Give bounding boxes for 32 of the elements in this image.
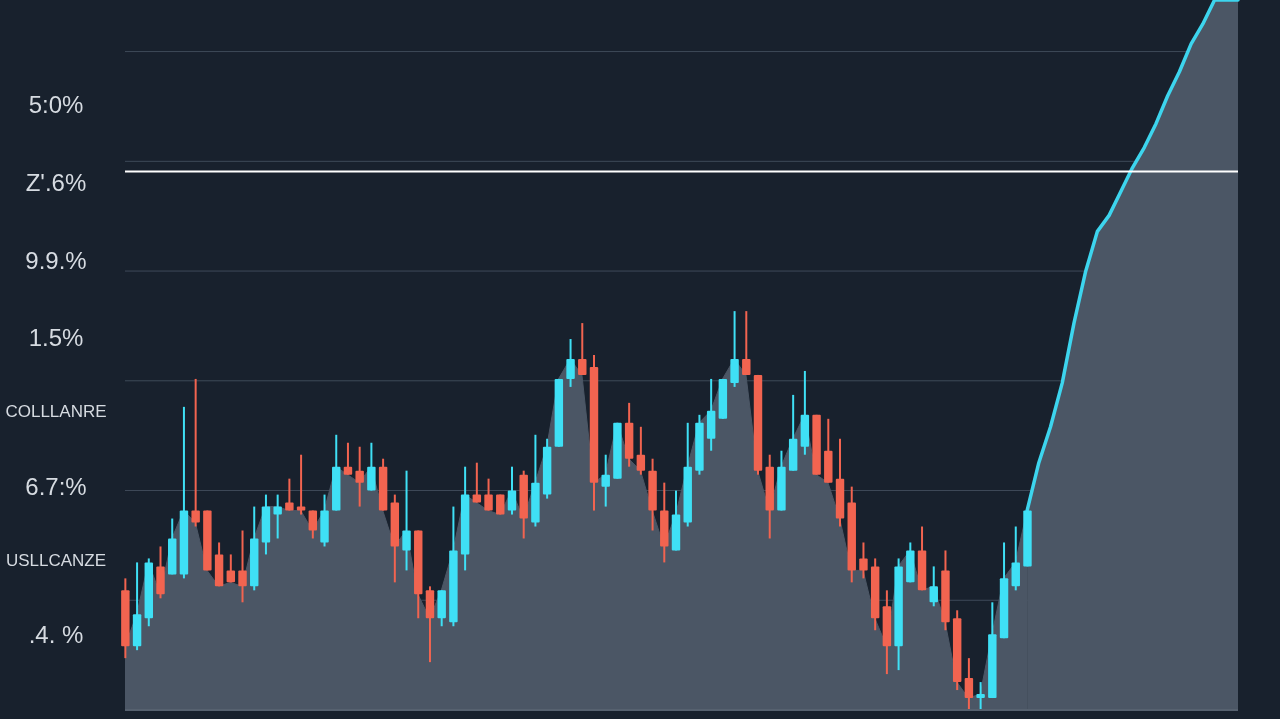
candlestick — [507, 465, 517, 516]
candlestick — [484, 477, 493, 512]
candlestick — [191, 377, 200, 528]
candlestick — [964, 657, 974, 710]
candlestick — [730, 310, 739, 388]
candlestick — [1011, 525, 1020, 592]
candlestick — [578, 322, 587, 376]
candlestick — [308, 509, 318, 540]
candlestick — [355, 445, 364, 508]
candlestick — [636, 425, 646, 476]
text: USLLCANZE — [5, 550, 107, 571]
candlestick — [472, 461, 482, 504]
text: 5:0% — [28, 90, 84, 118]
text: 6.7:% — [25, 472, 87, 501]
candlestick — [238, 529, 247, 604]
candlestick — [929, 565, 938, 608]
candlestick — [859, 541, 868, 580]
text: Z'.6% — [25, 168, 87, 196]
text: .4. % — [28, 620, 84, 649]
candlestick — [273, 493, 282, 540]
candlestick — [367, 441, 376, 492]
candlestick — [285, 477, 294, 512]
text: 9.9.% — [25, 246, 87, 274]
text: 1.5% — [28, 324, 84, 352]
candlestick — [402, 469, 411, 572]
candlestick — [976, 681, 985, 710]
candlestick — [601, 453, 610, 508]
candlestick — [742, 310, 751, 376]
candlestick — [566, 338, 575, 388]
text: COLLLANRE — [5, 402, 107, 423]
candlestick — [226, 553, 236, 584]
candlestick — [343, 441, 353, 476]
